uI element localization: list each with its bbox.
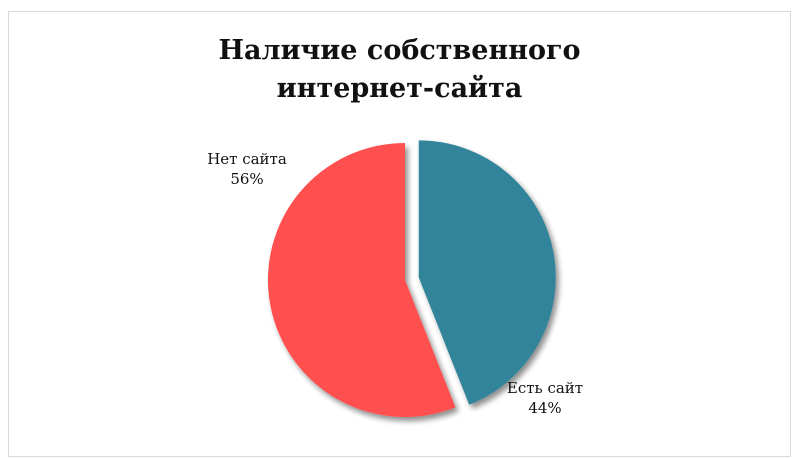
- data-label-category: Нет сайта: [207, 150, 287, 168]
- chart-title: Наличие собственного интернет-сайта: [9, 32, 790, 108]
- data-label-percent: 56%: [230, 170, 263, 188]
- chart-title-line-1: Наличие собственного: [218, 35, 581, 66]
- data-label-2: Нет сайта 56%: [207, 150, 287, 188]
- data-label-category: Есть сайт: [507, 379, 583, 397]
- pie-slice-2: [267, 143, 456, 417]
- pie-slice-1: [418, 140, 556, 405]
- data-label-percent: 44%: [528, 399, 561, 417]
- data-label-1: Есть сайт 44%: [507, 379, 583, 417]
- chart-title-line-2: интернет-сайта: [276, 73, 523, 104]
